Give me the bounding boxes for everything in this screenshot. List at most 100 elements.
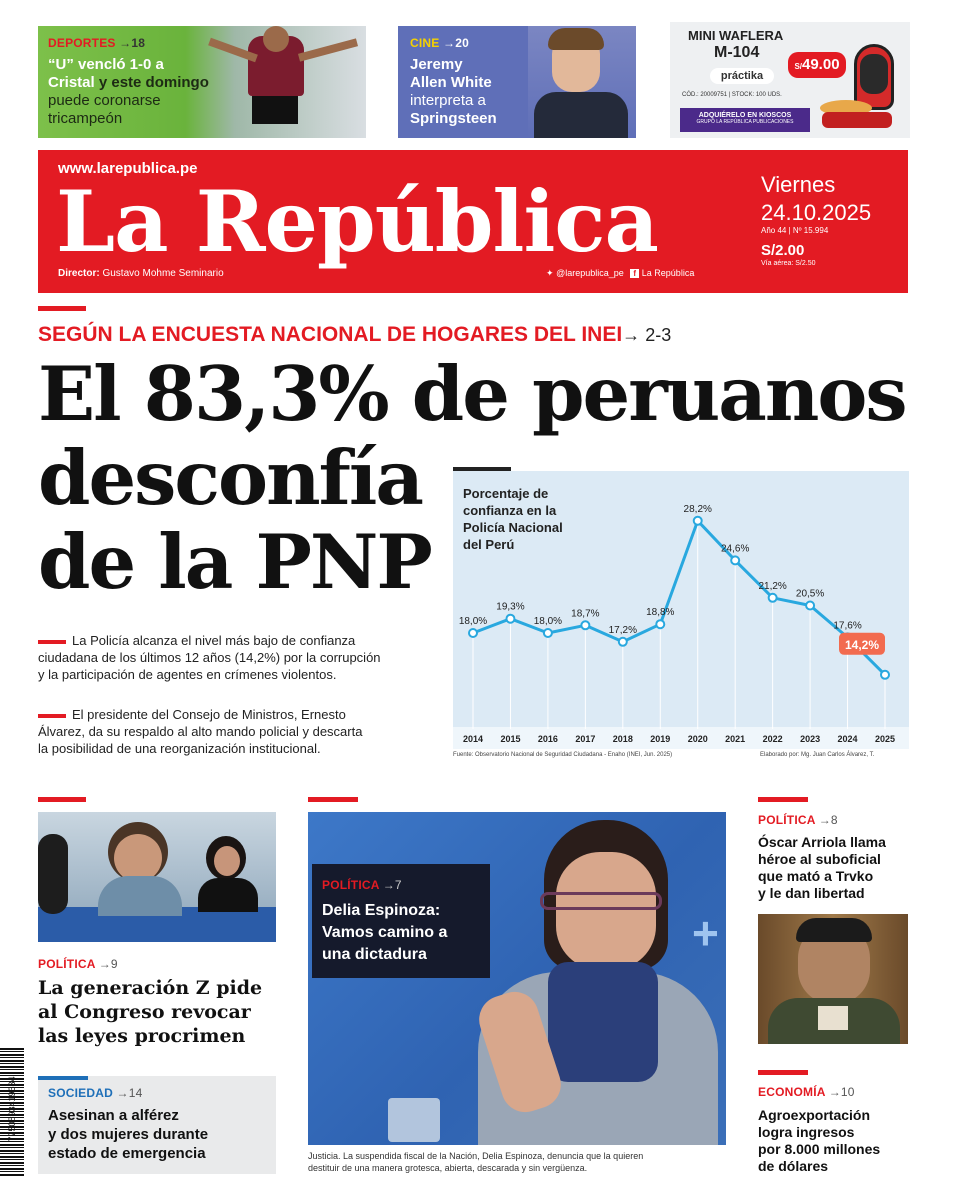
chart-point <box>655 619 666 630</box>
arriola-headline-4: y le dan libertad <box>758 885 865 901</box>
lead-bullet-2-line-2: Álvarez, da su respaldo al alto mando po… <box>38 724 363 739</box>
masthead-date: 24.10.2025 <box>761 200 872 225</box>
lead-bullet-1: La Policía alcanza el nivel más bajo de … <box>38 632 443 683</box>
chart-point <box>468 628 478 638</box>
director-name: Gustavo Mohme Seminario <box>102 268 224 279</box>
economia-headline-2: logra ingresos <box>758 1124 855 1140</box>
promo-deportes-headline-3: y este domingo <box>98 74 209 91</box>
economia-headline[interactable]: Agroexportación logra ingresos por 8.000… <box>758 1107 910 1175</box>
sociedad-headline-3: estado de emergencia <box>48 1145 206 1162</box>
chart-x-tick-label: 2022 <box>763 734 783 744</box>
lead-bullet-2-line-3: la posibilidad de una reorganización ins… <box>38 741 321 756</box>
ad-title-2: M-104 <box>714 44 760 61</box>
chart-title: Porcentaje de confianza en la Policía Na… <box>463 485 563 553</box>
ad-price-tag: S/49.00 <box>788 52 846 78</box>
promo-cine-headline-3: interpreta a <box>410 92 486 109</box>
chart-point <box>767 592 778 603</box>
masthead-air-price: Vía aérea: S/2.50 <box>761 260 816 267</box>
sociedad-box[interactable]: SOCIEDAD →14 Asesinan a alférez y dos mu… <box>38 1076 276 1174</box>
genz-photo[interactable] <box>38 812 276 942</box>
lead-bullet-1-line-1: La Policía alcanza el nivel más bajo de … <box>72 633 356 648</box>
sociedad-headline-2: y dos mujeres durante <box>48 1126 209 1143</box>
economia-headline-3: por 8.000 millones <box>758 1141 881 1157</box>
promo-deportes-page: 18 <box>131 36 146 50</box>
genz-headline-1: La generación Z pide <box>38 977 263 999</box>
lead-kicker-text: SEGÚN LA ENCUESTA NACIONAL DE HOGARES DE… <box>38 323 623 346</box>
promo-cine-headline-2: Allen White <box>410 74 492 91</box>
chart-title-4: del Perú <box>463 537 515 552</box>
chart-plot: 18,0% 2014 19,3% 2015 18,0% 2016 18,7% 2017 17,2… <box>453 504 909 749</box>
arriola-headline[interactable]: Óscar Arriola llama héroe al suboficial … <box>758 834 910 902</box>
director-label: Director: <box>58 268 100 279</box>
lead-headline: El 83,3% de peruanos desconfía de la PNP <box>38 352 908 606</box>
masthead-logo: La República <box>56 172 659 271</box>
promo-cine-page: 20 <box>455 36 469 50</box>
chart-x-tick-label: 2014 <box>463 734 483 744</box>
lead-headline-3: de la PNP <box>38 518 433 606</box>
promo-cine[interactable]: CINE →20 Jeremy Allen White interpreta a… <box>398 26 636 138</box>
chart-x-tick-label: 2024 <box>838 734 858 744</box>
promo-deportes-headline-5: tricampeón <box>48 110 123 127</box>
delia-headline-box[interactable]: POLÍTICA →7 Delia Espinoza: Vamos camino… <box>312 864 490 978</box>
chart-highlight-badge <box>839 632 885 655</box>
ad-cta-sub: GRUPO LA REPÚBLICA PUBLICACIONES <box>696 119 794 125</box>
promo-deportes[interactable]: DEPORTES →18 “U” vencló 1-0 a Cristal y … <box>38 26 366 138</box>
chart-point <box>880 669 890 680</box>
chart-data-label: 19,3% <box>496 602 524 613</box>
chart-title-3: Policía Nacional <box>463 520 563 535</box>
delia-caption: Justicia. La suspendida fiscal de la Nac… <box>308 1150 728 1174</box>
promo-deportes-headline-1: “U” vencló 1-0 a <box>48 56 164 73</box>
delia-page: 7 <box>394 878 402 892</box>
chart-x-tick-label: 2017 <box>575 734 595 744</box>
lead-bullet-1-line-3: y la participación de agentes en crímene… <box>38 667 337 682</box>
chart-x-tick-label: 2020 <box>688 734 708 744</box>
sociedad-page: 14 <box>128 1086 143 1100</box>
genz-rule <box>38 797 86 802</box>
chart-point <box>617 636 628 647</box>
economia-page: 10 <box>840 1085 855 1099</box>
ad-price: 49.00 <box>802 56 840 73</box>
arriola-headline-1: Óscar Arriola llama <box>758 834 886 850</box>
chart-data-label: 18,0% <box>459 616 487 627</box>
chart-point <box>580 620 591 631</box>
chart-data-label: 18,8% <box>646 607 674 618</box>
ad-cta[interactable]: ADQUIÉRELO EN KIOSCOS GRUPO LA REPÚBLICA… <box>680 108 810 132</box>
masthead-facebook[interactable]: La República <box>641 268 695 278</box>
chart-x-tick-label: 2025 <box>875 734 895 744</box>
promo-cine-headline-1: Jeremy <box>410 56 463 73</box>
chart-x-tick-label: 2015 <box>500 734 520 744</box>
masthead-url[interactable]: www.larepublica.pe <box>58 160 198 177</box>
delia-caption-2: destituir de una manera grotesca, abiert… <box>308 1163 588 1173</box>
chart-x-tick-label: 2018 <box>613 734 633 744</box>
arriola-page: 8 <box>830 813 838 827</box>
arriola-rule <box>758 797 808 802</box>
genz-headline[interactable]: La generación Z pide al Congreso revocar… <box>38 976 278 1048</box>
chart-title-2: confianza en la <box>463 503 557 518</box>
genz-section: POLÍTICA <box>38 957 96 971</box>
barcode <box>0 1048 24 1176</box>
chart-point <box>692 515 703 526</box>
masthead-day: Viernes <box>761 172 836 197</box>
chart-x-tick-label: 2021 <box>725 734 745 744</box>
arriola-headline-2: héroe al suboficial <box>758 851 881 867</box>
chart-data-label: 21,2% <box>758 581 786 592</box>
delia-photo[interactable]: S + <box>308 812 726 1145</box>
ad-cta-label: ADQUIÉRELO EN KIOSCOS <box>698 112 792 119</box>
economia-headline-1: Agroexportación <box>758 1107 871 1123</box>
delia-rule <box>308 797 358 802</box>
facebook-icon: f <box>630 269 640 278</box>
genz-headline-2: al Congreso revocar <box>38 1001 251 1023</box>
economia-section: ECONOMÍA <box>758 1085 826 1099</box>
lead-bullet-2: El presidente del Consejo de Ministros, … <box>38 706 443 757</box>
chart-series-line <box>472 519 887 676</box>
arriola-photo[interactable] <box>758 914 908 1044</box>
chart-data-label: 24,6% <box>721 543 749 554</box>
ad-mini-waflera[interactable]: MINI WAFLERA M-104 práctika S/49.00 CÓD.… <box>670 22 910 138</box>
promo-deportes-headline-2: Cristal <box>48 74 95 91</box>
barcode-number: 7750893419634 <box>7 1076 17 1142</box>
masthead-twitter[interactable]: @larepublica_pe <box>556 268 624 278</box>
chart-x-tick-label: 2023 <box>800 734 820 744</box>
sociedad-headline-1: Asesinan a alférez <box>48 1107 179 1124</box>
economia-headline-4: de dólares <box>758 1158 829 1174</box>
chart-data-label: 14,2% <box>845 638 879 652</box>
